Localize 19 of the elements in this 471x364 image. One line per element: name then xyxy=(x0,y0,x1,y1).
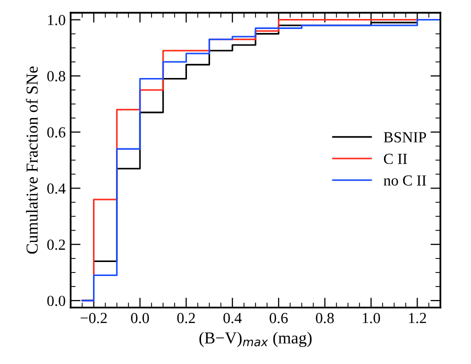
x-tick-label: 0.6 xyxy=(270,312,288,324)
y-tick-label: 0.2 xyxy=(47,240,65,250)
x-tick-label: −0.2 xyxy=(80,312,107,324)
x-axis-title: (B−V)$_{max}$ (mag) xyxy=(199,332,312,348)
y-tick-label: 0.6 xyxy=(47,127,66,138)
x-tick-label: 0.8 xyxy=(316,312,334,324)
legend-label: BSNIP xyxy=(384,132,426,142)
x-tick-label: 0.2 xyxy=(177,312,195,324)
y-axis-title: Cumulative Fraction of SNe xyxy=(26,66,38,254)
y-tick-label: 0.8 xyxy=(47,71,66,82)
legend-label: no C II xyxy=(384,175,426,186)
x-tick-label: 0.4 xyxy=(223,312,242,324)
legend-label: C II xyxy=(384,154,407,164)
x-tick-label: 0.0 xyxy=(131,312,149,324)
y-tick-label: 0.0 xyxy=(47,296,66,306)
x-tick-label: 1.0 xyxy=(362,312,380,324)
y-tick-label: 1.0 xyxy=(48,14,66,26)
x-tick-label: 1.2 xyxy=(409,312,426,324)
y-tick-label: 0.4 xyxy=(47,183,66,194)
